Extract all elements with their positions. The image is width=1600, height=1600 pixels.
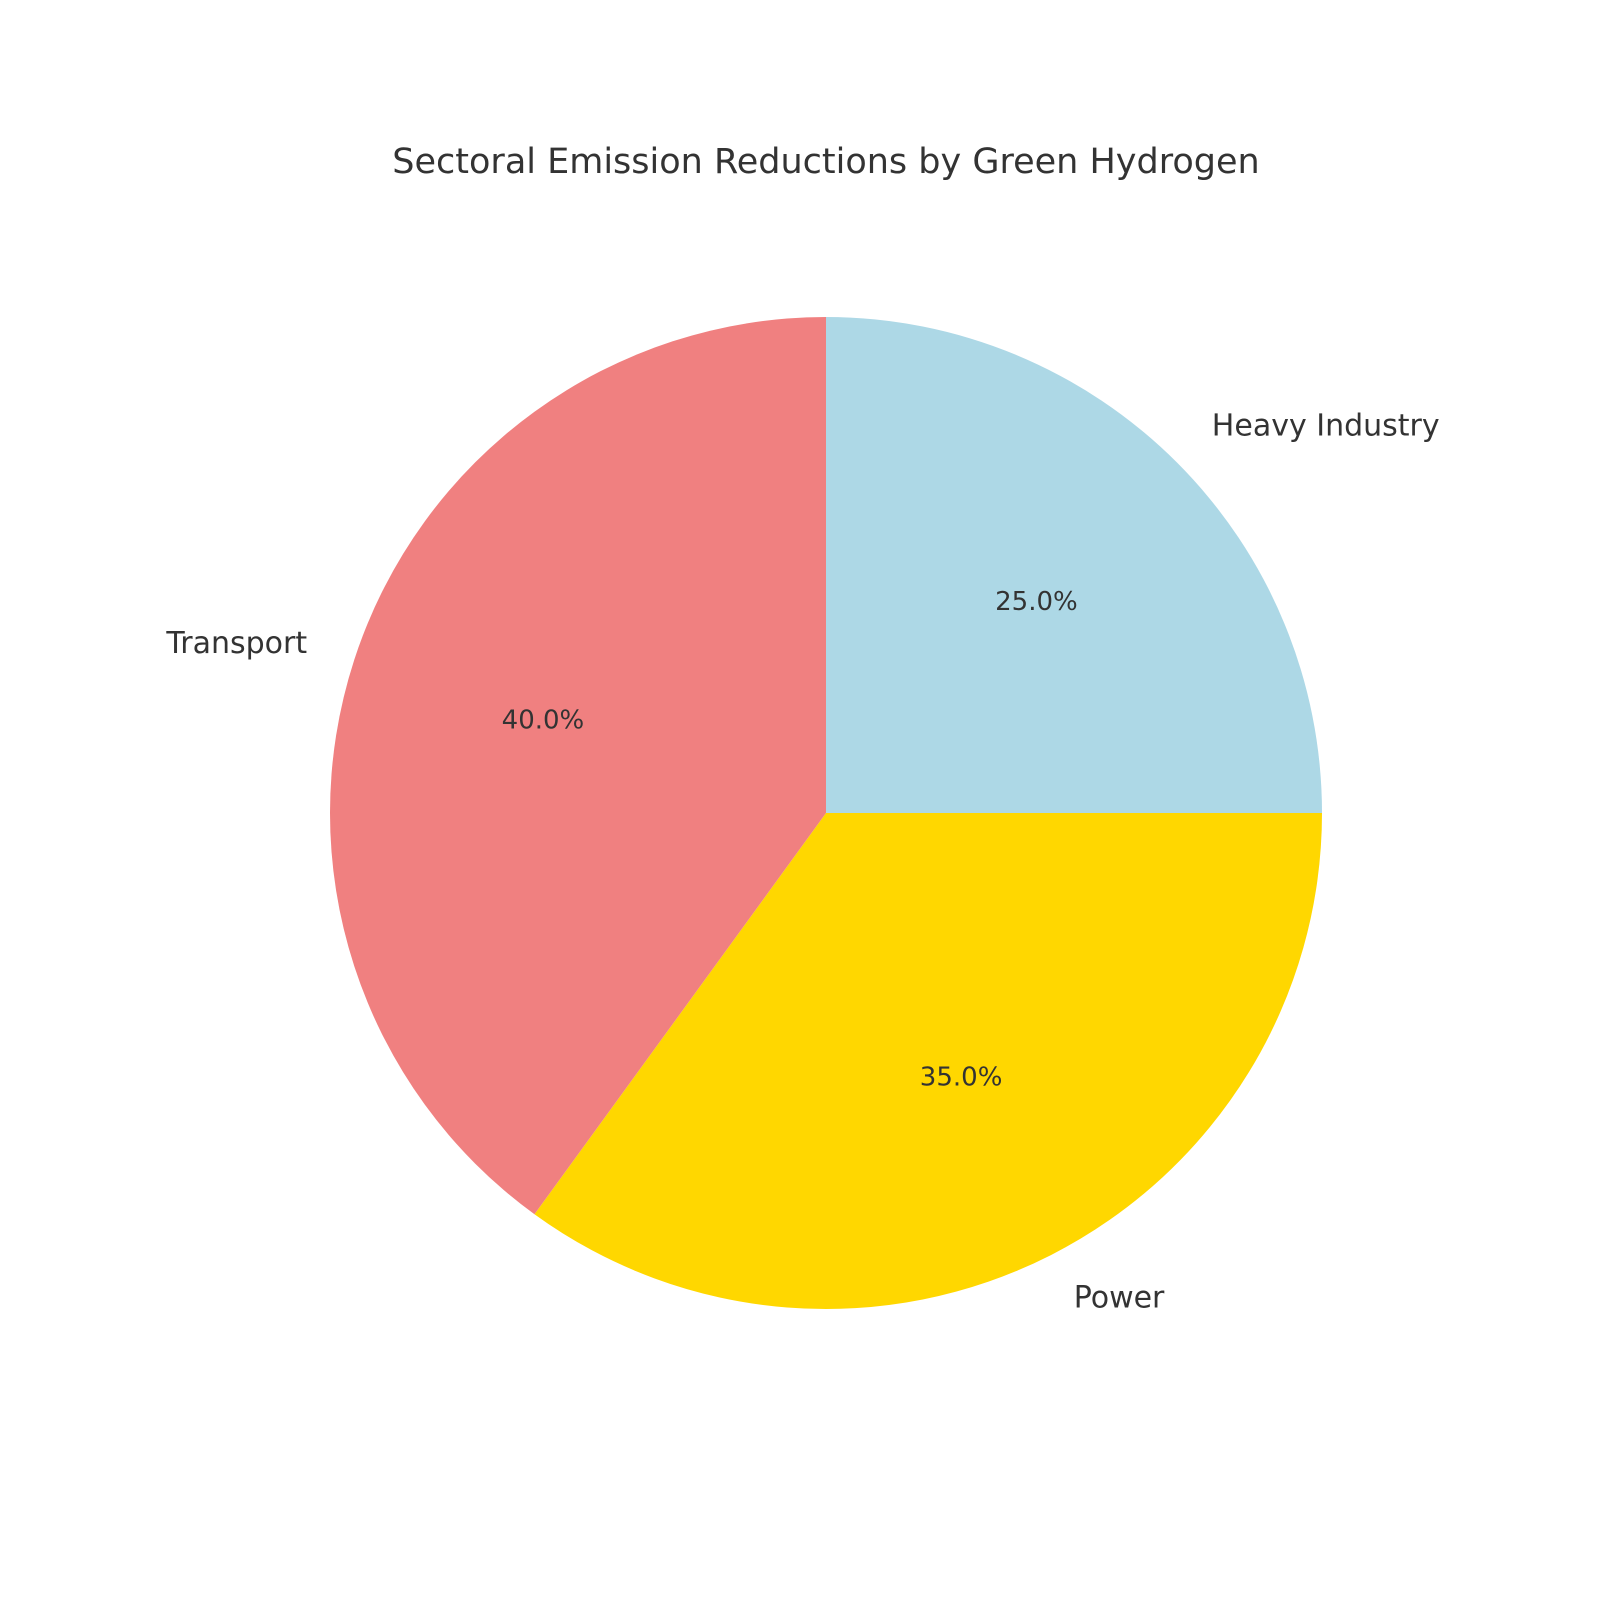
value-label: 40.0% — [502, 706, 585, 736]
chart-title: Sectoral Emission Reductions by Green Hy… — [392, 142, 1259, 182]
pie-slice — [534, 813, 1322, 1309]
pie-slice — [330, 317, 826, 1215]
pie-slice — [826, 317, 1322, 813]
slice-label: Power — [1074, 1281, 1165, 1316]
slice-label: Heavy Industry — [1212, 409, 1440, 444]
slice-label: Transport — [165, 626, 307, 661]
value-label: 35.0% — [920, 1063, 1003, 1093]
value-label: 25.0% — [995, 587, 1078, 617]
